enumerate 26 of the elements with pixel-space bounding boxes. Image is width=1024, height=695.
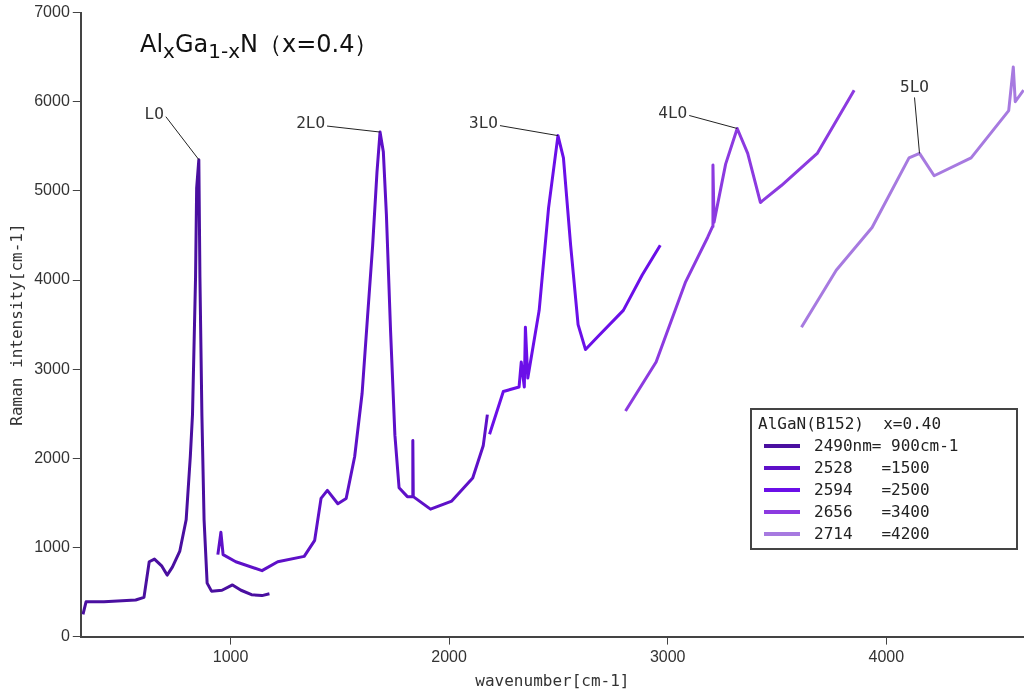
y-tick-label: 6000 xyxy=(34,92,70,110)
y-axis-title: Raman intensity[cm-1] xyxy=(6,223,26,426)
legend-label: 2714 =4200 xyxy=(814,523,930,545)
x-tick-label: 4000 xyxy=(868,647,905,665)
legend-label: 2528 =1500 xyxy=(814,457,930,479)
x-axis-title: wavenumber[cm-1] xyxy=(475,670,630,690)
text: Al$_{x}$Ga$_{1-x}$N（x=0.4） xyxy=(140,29,379,63)
legend-label: 2490nm= 900cm-1 xyxy=(814,435,959,457)
legend-label: 2656 =3400 xyxy=(814,501,930,523)
y-tick-label: 7000 xyxy=(34,3,70,21)
x-tick-label: 1000 xyxy=(212,647,249,665)
y-tick-label: 3000 xyxy=(34,359,70,377)
x-tick-label: 2000 xyxy=(431,647,468,665)
annotation: 2LO xyxy=(296,113,326,133)
annotation: 5LO xyxy=(900,76,929,96)
x-tick-label: 3000 xyxy=(649,647,686,665)
y-tick-label: 2000 xyxy=(34,448,70,466)
annotation: 3LO xyxy=(469,112,498,132)
y-tick-label: 0 xyxy=(60,627,70,645)
legend-label: 2594 =2500 xyxy=(814,479,930,501)
legend-title: AlGaN(B152) x=0.40 xyxy=(758,413,943,435)
annotation: LO xyxy=(144,103,164,123)
y-tick-label: 1000 xyxy=(34,537,70,555)
annotation: 4LO xyxy=(658,102,688,122)
y-tick-label: 4000 xyxy=(34,270,70,288)
y-tick-label: 5000 xyxy=(34,181,70,199)
